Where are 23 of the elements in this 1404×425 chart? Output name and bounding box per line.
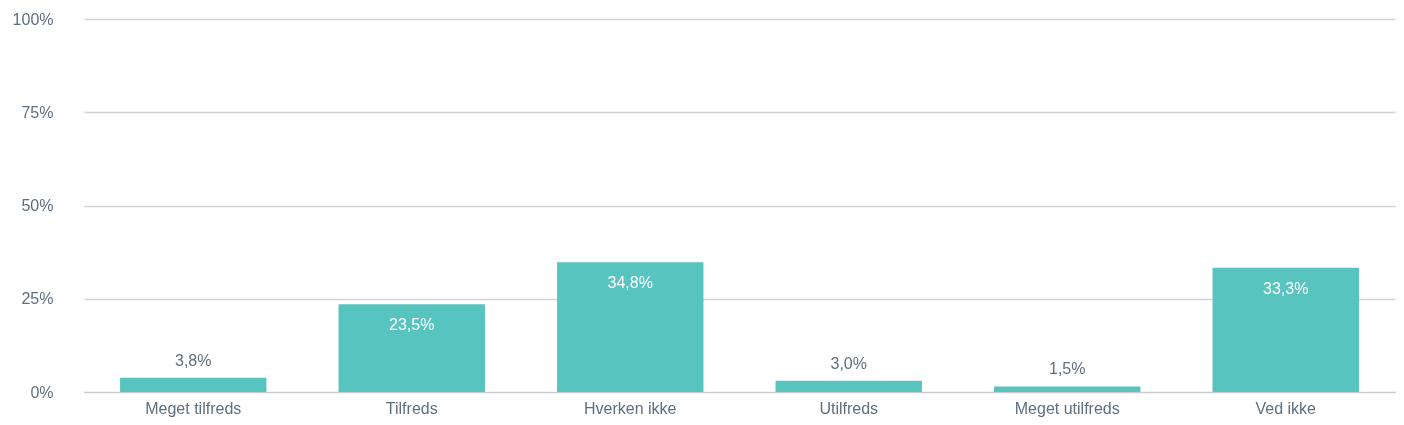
data-label: 3,8% (175, 351, 212, 369)
y-tick-label: 25% (21, 290, 54, 308)
x-tick-label: Meget tilfreds (145, 399, 242, 417)
data-label: 33,3% (1263, 279, 1309, 297)
x-tick-label: Meget utilfreds (1014, 399, 1120, 417)
x-tick-label: Tilfreds (385, 399, 438, 417)
data-label: 3,0% (830, 354, 867, 372)
y-tick-label: 50% (21, 197, 54, 214)
x-tick-label: Ved ikke (1255, 399, 1317, 417)
x-tick-label: Utilfreds (819, 399, 879, 417)
data-label: 34,8% (607, 274, 653, 292)
x-tick-label: Hverken ikke (584, 399, 677, 417)
data-label: 1,5% (1049, 360, 1086, 378)
bar (120, 377, 267, 392)
bar (557, 262, 704, 392)
bar (775, 380, 922, 392)
data-label: 23,5% (389, 316, 435, 334)
bar (338, 304, 485, 392)
y-tick-label: 75% (21, 103, 54, 121)
bar (1212, 267, 1359, 392)
bar (994, 386, 1141, 392)
y-tick-label: 0% (30, 383, 54, 401)
y-tick-label: 100% (12, 10, 54, 28)
